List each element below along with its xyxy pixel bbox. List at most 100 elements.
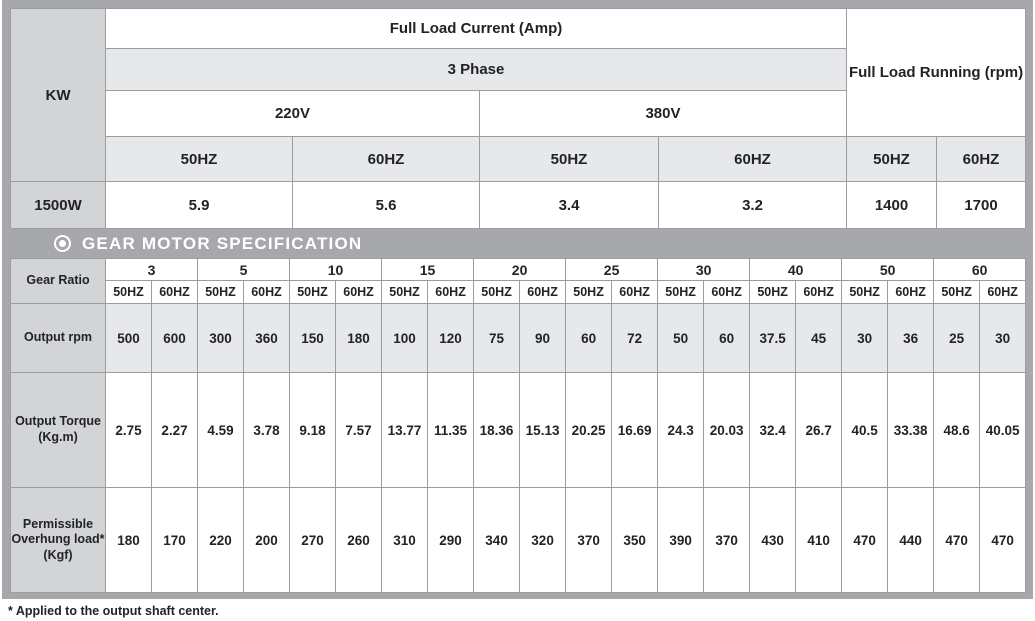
gear-value-cell: 90 xyxy=(519,303,567,373)
gear-ratio-40: 40 xyxy=(749,258,843,281)
gear-value-cell: 40.05 xyxy=(979,372,1027,488)
gear-value-cell: 600 xyxy=(150,303,199,373)
gear-value-cell: 30 xyxy=(841,303,889,373)
gear-value-cell: 40.5 xyxy=(841,372,889,488)
spec-board: KW Full Load Current (Amp) Full Load Run… xyxy=(2,0,1033,599)
hz-header: 50HZ xyxy=(479,136,659,182)
gear-value-cell: 270 xyxy=(289,487,337,593)
gear-value-cell: 15.13 xyxy=(519,372,567,488)
gear-value-cell: 370 xyxy=(565,487,613,593)
gear-value-cell: 220 xyxy=(197,487,245,593)
gear-hz-header: 60HZ xyxy=(611,280,659,304)
gear-value-cell: 310 xyxy=(381,487,429,593)
gear-value-cell: 45 xyxy=(795,303,843,373)
phase-header: 3 Phase xyxy=(105,48,847,91)
gear-value-cell: 180 xyxy=(335,303,383,373)
current-value: 5.9 xyxy=(105,181,293,229)
gear-value-cell: 170 xyxy=(150,487,199,593)
gear-value-cell: 150 xyxy=(289,303,337,373)
gear-value-cell: 75 xyxy=(473,303,521,373)
gear-hz-header: 60HZ xyxy=(795,280,843,304)
gear-value-cell: 33.38 xyxy=(887,372,935,488)
gear-value-cell: 180 xyxy=(105,487,152,593)
gear-value-cell: 290 xyxy=(427,487,475,593)
gear-value-cell: 390 xyxy=(657,487,705,593)
gear-value-cell: 18.36 xyxy=(473,372,521,488)
gear-value-cell: 50 xyxy=(657,303,705,373)
gear-value-cell: 470 xyxy=(933,487,981,593)
gear-hz-header: 50HZ xyxy=(841,280,889,304)
gear-hz-header: 60HZ xyxy=(150,280,199,304)
gear-hz-header: 50HZ xyxy=(381,280,429,304)
gear-value-cell: 320 xyxy=(519,487,567,593)
gear-value-cell: 11.35 xyxy=(427,372,475,488)
gear-value-cell: 100 xyxy=(381,303,429,373)
gear-value-cell: 2.27 xyxy=(150,372,199,488)
voltage-380-header: 380V xyxy=(479,90,847,137)
gear-value-cell: 340 xyxy=(473,487,521,593)
gear-value-cell: 60 xyxy=(565,303,613,373)
gear-value-cell: 72 xyxy=(611,303,659,373)
gear-hz-header: 50HZ xyxy=(933,280,981,304)
gear-ratio-25: 25 xyxy=(565,258,659,281)
gear-hz-header: 50HZ xyxy=(197,280,245,304)
gear-value-cell: 48.6 xyxy=(933,372,981,488)
gear-ratio-3: 3 xyxy=(104,258,199,281)
gear-value-cell: 300 xyxy=(197,303,245,373)
gear-ratio-header: Gear Ratio xyxy=(10,258,106,304)
gear-hz-header: 50HZ xyxy=(657,280,705,304)
section-header: GEAR MOTOR SPECIFICATION xyxy=(10,229,1025,258)
rpm-value: 1700 xyxy=(935,181,1027,229)
target-icon xyxy=(54,235,71,252)
gear-value-cell: 20.25 xyxy=(565,372,613,488)
gear-value-cell: 200 xyxy=(243,487,291,593)
gear-value-cell: 370 xyxy=(703,487,751,593)
full-load-running-header: Full Load Running (rpm) xyxy=(845,8,1027,137)
gear-hz-header: 50HZ xyxy=(473,280,521,304)
gear-value-cell: 360 xyxy=(243,303,291,373)
gear-hz-header: 60HZ xyxy=(519,280,567,304)
gear-value-cell: 4.59 xyxy=(197,372,245,488)
gear-value-cell: 30 xyxy=(979,303,1027,373)
gear-hz-header: 50HZ xyxy=(565,280,613,304)
gear-value-cell: 120 xyxy=(427,303,475,373)
current-value: 3.4 xyxy=(479,181,659,229)
gear-hz-header: 50HZ xyxy=(105,280,152,304)
current-value: 5.6 xyxy=(292,181,480,229)
gear-hz-header: 60HZ xyxy=(427,280,475,304)
gear-hz-header: 50HZ xyxy=(289,280,337,304)
gear-value-cell: 7.57 xyxy=(335,372,383,488)
gear-motor-table: Gear Ratio 3 5 10 15 20 25 30 40 50 60 50HZ 60HZ 50… xyxy=(10,258,1027,593)
gear-value-cell: 25 xyxy=(933,303,981,373)
hz-header: 60HZ xyxy=(935,136,1027,182)
gear-value-cell: 440 xyxy=(887,487,935,593)
gear-value-cell: 32.4 xyxy=(749,372,797,488)
gear-value-cell: 2.75 xyxy=(105,372,152,488)
gear-value-cell: 16.69 xyxy=(611,372,659,488)
gear-value-cell: 36 xyxy=(887,303,935,373)
gear-value-cell: 9.18 xyxy=(289,372,337,488)
full-load-current-header: Full Load Current (Amp) xyxy=(105,8,847,49)
gear-value-cell: 60 xyxy=(703,303,751,373)
hz-header: 60HZ xyxy=(658,136,847,182)
full-load-table: KW Full Load Current (Amp) Full Load Run… xyxy=(10,8,1027,229)
gear-hz-header: 60HZ xyxy=(335,280,383,304)
gear-value-cell: 350 xyxy=(611,487,659,593)
gear-value-cell: 430 xyxy=(749,487,797,593)
kw-row-label: 1500W xyxy=(10,181,106,229)
gear-hz-header: 60HZ xyxy=(243,280,291,304)
gear-ratio-30: 30 xyxy=(657,258,751,281)
gear-value-cell: 500 xyxy=(105,303,152,373)
gear-ratio-60: 60 xyxy=(933,258,1027,281)
gear-value-cell: 26.7 xyxy=(795,372,843,488)
gear-value-cell: 24.3 xyxy=(657,372,705,488)
section-title: GEAR MOTOR SPECIFICATION xyxy=(82,233,363,253)
gear-value-cell: 470 xyxy=(979,487,1027,593)
voltage-220-header: 220V xyxy=(105,90,480,137)
gear-ratio-10: 10 xyxy=(289,258,383,281)
current-value: 3.2 xyxy=(658,181,847,229)
gear-value-cell: 410 xyxy=(795,487,843,593)
gear-ratio-5: 5 xyxy=(197,258,291,281)
gear-hz-header: 60HZ xyxy=(703,280,751,304)
rpm-value: 1400 xyxy=(846,181,937,229)
